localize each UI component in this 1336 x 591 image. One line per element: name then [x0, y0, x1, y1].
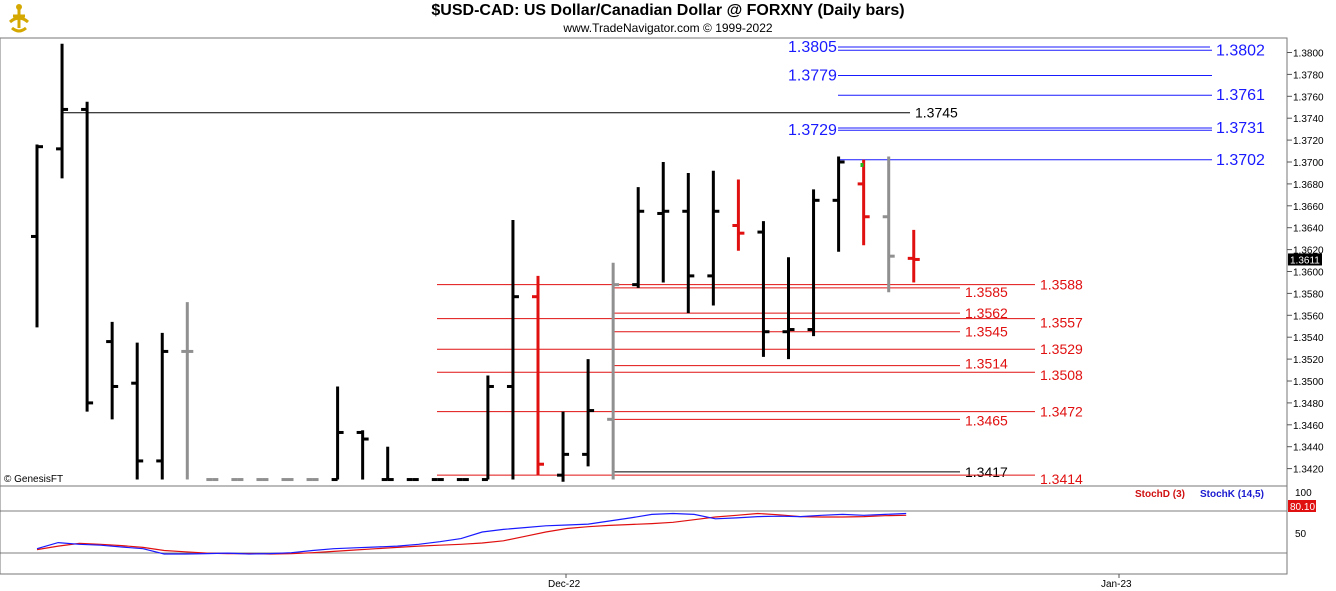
stoch-last-box	[1288, 500, 1316, 512]
price-bar	[832, 156, 845, 252]
price-bar	[632, 187, 645, 288]
y-tick-label-1.3620: 1.3620	[1293, 246, 1324, 257]
y-tick-label-1.3440: 1.3440	[1293, 443, 1324, 454]
price-bar	[682, 172, 695, 314]
stoch-line-blue	[36, 512, 907, 555]
level-label-1.3414: 1.3414	[1040, 471, 1083, 487]
price-bar	[106, 321, 119, 420]
price-bar	[181, 302, 194, 480]
level-label-1.3529: 1.3529	[1040, 341, 1083, 357]
y-tick-label-1.3540: 1.3540	[1293, 333, 1324, 344]
price-bar	[882, 156, 895, 293]
price-bar	[657, 162, 670, 283]
y-tick-label-1.3420: 1.3420	[1293, 465, 1324, 476]
y-tick-label-1.3800: 1.3800	[1293, 49, 1324, 60]
y-tick-label-1.3760: 1.3760	[1293, 92, 1324, 103]
y-tick-label-1.3520: 1.3520	[1293, 355, 1324, 366]
price-bar	[757, 221, 770, 357]
y-tick-label-1.3660: 1.3660	[1293, 202, 1324, 213]
price-bar	[907, 229, 920, 283]
price-bar	[532, 275, 544, 476]
price-bar	[857, 159, 870, 246]
price-bar	[331, 386, 344, 482]
price-bar	[131, 342, 144, 480]
x-tick-label-Jan-23: Jan-23	[1101, 579, 1132, 590]
chart-panels	[0, 37, 1288, 575]
level-label-1.3702: 1.3702	[1216, 152, 1265, 169]
y-tick-label-1.3680: 1.3680	[1293, 180, 1324, 191]
price-bar	[381, 446, 394, 482]
price-bar	[506, 220, 519, 480]
chart-subtitle: www.TradeNavigator.com © 1999-2022	[563, 21, 773, 35]
y-tick-label-1.3740: 1.3740	[1293, 114, 1324, 125]
level-label-1.3417: 1.3417	[965, 464, 1008, 480]
price-panel	[0, 37, 1288, 487]
price-bar	[81, 101, 94, 412]
price-axis: 1.3420 1.3440 1.3460 1.3480 1.3500 1.3520 1.35…	[548, 49, 1324, 591]
last-price-box	[1288, 253, 1322, 266]
y-tick-label-1.3500: 1.3500	[1293, 377, 1324, 388]
y-tick-label-1.3720: 1.3720	[1293, 136, 1324, 147]
level-label-1.3731: 1.3731	[1216, 120, 1265, 137]
level-label-1.3545: 1.3545	[965, 324, 1008, 340]
level-label-1.3508: 1.3508	[1040, 367, 1083, 383]
price-bar	[732, 179, 745, 251]
y-tick-label-1.3460: 1.3460	[1293, 421, 1324, 432]
stoch-tick-label-50: 50	[1295, 529, 1307, 540]
price-bar	[481, 375, 494, 482]
price-bar	[707, 170, 720, 306]
level-label-1.3514: 1.3514	[965, 356, 1008, 372]
stochk-legend: StochK (14,5)	[1200, 489, 1264, 500]
trade-navigator-logo-icon	[9, 4, 29, 33]
y-tick-label-1.3780: 1.3780	[1293, 70, 1324, 81]
stoch-last-label: 80.10	[1290, 502, 1315, 513]
price-bar	[31, 144, 43, 328]
level-label-1.3562: 1.3562	[965, 305, 1008, 321]
price-bar	[56, 43, 69, 179]
price-bar	[356, 430, 369, 480]
level-label-1.3805: 1.3805	[788, 39, 837, 56]
level-label-1.3557: 1.3557	[1040, 315, 1083, 331]
level-label-1.3729: 1.3729	[788, 122, 837, 139]
copyright-notice: © GenesisFT	[4, 474, 64, 485]
stochastic-panel	[36, 512, 907, 555]
level-label-1.3779: 1.3779	[788, 67, 837, 84]
y-tick-label-1.3640: 1.3640	[1293, 224, 1324, 235]
y-tick-label-1.3580: 1.3580	[1293, 289, 1324, 300]
price-bars	[31, 43, 920, 482]
level-label-1.3761: 1.3761	[1216, 87, 1265, 104]
price-bar	[557, 411, 570, 482]
last-price-label: 1.3611	[1290, 255, 1320, 266]
level-label-1.3745: 1.3745	[915, 105, 958, 121]
y-tick-label-1.3600: 1.3600	[1293, 268, 1324, 279]
price-bar	[582, 359, 595, 467]
price-bar	[782, 257, 795, 360]
level-label-1.3802: 1.3802	[1216, 42, 1265, 59]
stoch-tick-label-100: 100	[1295, 488, 1312, 499]
level-label-1.3472: 1.3472	[1040, 404, 1083, 420]
y-tick-label-1.3480: 1.3480	[1293, 399, 1324, 410]
x-tick-label-Dec-22: Dec-22	[548, 579, 581, 590]
price-bar	[607, 262, 620, 480]
level-label-1.3585: 1.3585	[965, 284, 1008, 300]
stochd-legend: StochD (3)	[1135, 489, 1185, 500]
stoch-line-red	[36, 512, 907, 555]
price-bar	[807, 189, 820, 337]
y-tick-label-1.3560: 1.3560	[1293, 311, 1324, 322]
stochastic-panel-frame	[0, 485, 1288, 575]
level-label-1.3465: 1.3465	[965, 412, 1008, 428]
price-bar	[156, 332, 169, 480]
level-label-1.3588: 1.3588	[1040, 277, 1083, 293]
y-tick-label-1.3700: 1.3700	[1293, 158, 1324, 169]
chart-title: $USD-CAD: US Dollar/Canadian Dollar @ FO…	[431, 2, 905, 19]
